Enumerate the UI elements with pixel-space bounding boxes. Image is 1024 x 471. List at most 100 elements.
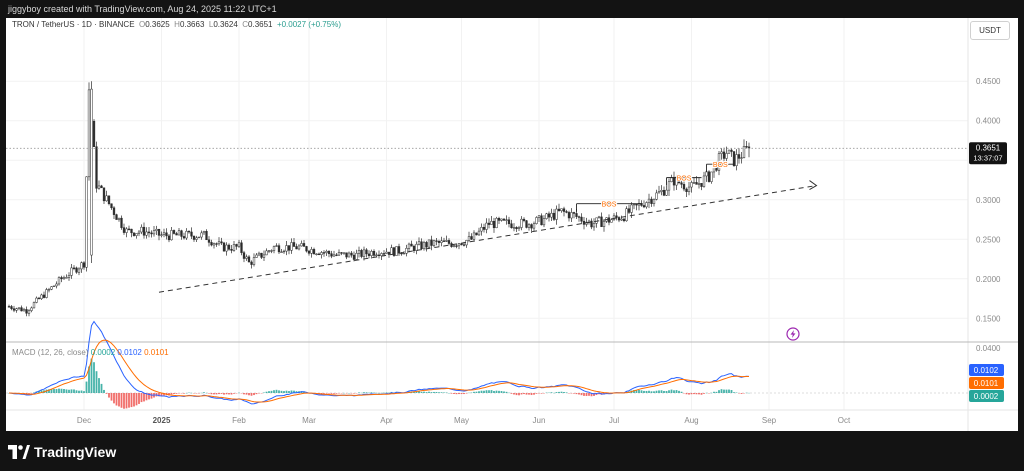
- macd-histogram-bar: [108, 393, 110, 398]
- candle-body: [560, 208, 563, 212]
- macd-histogram-bar: [370, 392, 373, 393]
- candle-body: [567, 212, 571, 219]
- macd-histogram-bar: [170, 393, 173, 395]
- candle-body: [347, 252, 351, 258]
- candle-body: [270, 250, 273, 252]
- macd-histogram-bar: [50, 389, 53, 393]
- macd-pane[interactable]: [6, 320, 968, 409]
- macd-histogram-bar: [703, 393, 705, 394]
- candle-body: [172, 230, 176, 234]
- candle-body: [25, 309, 28, 314]
- candle-body: [120, 217, 123, 228]
- candle-body: [450, 243, 453, 247]
- candle-body: [387, 251, 391, 255]
- macd-histogram-bar: [233, 393, 235, 394]
- candle-body: [405, 248, 408, 254]
- candle-body: [420, 241, 423, 250]
- macd-histogram-bar: [598, 393, 600, 395]
- macd-histogram-bar: [385, 392, 388, 393]
- candle-body: [337, 252, 341, 256]
- candle-body: [277, 245, 281, 253]
- candle-body: [332, 254, 336, 257]
- candle-body: [625, 208, 628, 222]
- macd-histogram-bar: [285, 390, 288, 393]
- candle-body: [385, 251, 388, 254]
- macd-histogram-bar: [718, 390, 720, 393]
- candle-body: [430, 239, 433, 246]
- macd-histogram-bar: [90, 358, 93, 393]
- candle-body: [665, 189, 668, 196]
- macd-histogram-bar: [590, 393, 593, 397]
- lightning-icon[interactable]: [786, 327, 800, 341]
- trendline-layer[interactable]: [158, 180, 818, 293]
- candle-body: [17, 307, 21, 309]
- macd-histogram-bar: [670, 389, 673, 393]
- candle-body: [317, 253, 321, 255]
- candle-body: [45, 289, 48, 298]
- candle-body: [47, 289, 51, 291]
- currency-button[interactable]: USDT: [970, 21, 1010, 40]
- macd-histogram-bar: [725, 389, 728, 393]
- macd-histogram-bar: [433, 391, 435, 393]
- price-axis[interactable]: 0.45000.40000.35000.30000.25000.20000.15…: [976, 77, 1001, 323]
- macd-histogram-bar: [253, 393, 255, 396]
- time-tick-label: Mar: [302, 416, 316, 425]
- candle-body: [645, 202, 648, 208]
- candle-body: [12, 308, 16, 311]
- macd-histogram-bar: [125, 393, 128, 409]
- macd-histogram-bar: [688, 393, 690, 395]
- candle-body: [462, 244, 466, 246]
- macd-histogram-bar: [25, 393, 28, 394]
- macd-histogram-bar: [158, 393, 160, 397]
- macd-histogram-bar: [228, 393, 230, 395]
- candle-body: [680, 182, 683, 185]
- candle-body: [187, 230, 191, 233]
- macd-histogram-bar: [533, 393, 535, 395]
- candle-body: [195, 237, 198, 240]
- candle-body: [715, 165, 718, 171]
- candle-body: [210, 242, 213, 246]
- time-tick-label: Dec: [77, 416, 91, 425]
- bos-label: BOS: [677, 176, 692, 183]
- macd-histogram-bar: [583, 393, 585, 396]
- macd-histogram-bar: [138, 393, 140, 404]
- candle-body: [200, 232, 203, 238]
- time-tick-label: Oct: [838, 416, 851, 425]
- macd-histogram-bar: [323, 393, 325, 394]
- candle-body: [100, 185, 103, 189]
- macd-histogram-bar: [203, 392, 205, 393]
- macd-histogram-bar: [498, 390, 500, 393]
- candle-body: [495, 218, 498, 229]
- macd-histogram-bar: [28, 393, 30, 394]
- hist-value-badge: 0.0002: [974, 392, 999, 401]
- candle-body: [77, 268, 81, 273]
- bos-annotations[interactable]: BOS BOS BOS: [576, 161, 735, 212]
- macd-histogram-bar: [100, 383, 103, 393]
- macd-histogram-bar: [493, 390, 495, 393]
- macd-histogram-bar: [490, 390, 493, 393]
- macd-histogram-bar: [428, 391, 430, 393]
- candle-body: [335, 254, 338, 256]
- candle-body: [552, 212, 556, 220]
- candle-body: [305, 246, 308, 252]
- macd-histogram-bar: [225, 393, 228, 395]
- macd-histogram-bar: [110, 393, 113, 401]
- macd-histogram-bar: [255, 393, 258, 395]
- macd-histogram-bar: [210, 393, 213, 395]
- candle-body: [300, 243, 303, 247]
- candle-body: [240, 242, 243, 253]
- candle-body: [267, 250, 271, 252]
- bos-label: BOS: [602, 202, 617, 209]
- macd-line: [8, 320, 750, 405]
- symbol-name: TRON / TetherUS · 1D · BINANCE: [12, 20, 135, 29]
- time-axis[interactable]: Dec 2025 Feb Mar Apr May Jun Jul Aug Sep Oct: [77, 416, 851, 425]
- tradingview-logo[interactable]: TradingView: [8, 443, 116, 461]
- candle-body: [652, 199, 656, 204]
- candle-body: [192, 235, 196, 240]
- candle-body: [132, 232, 136, 236]
- candle-body: [145, 231, 148, 236]
- brand-name: TradingView: [34, 444, 117, 460]
- candle-body: [247, 256, 251, 263]
